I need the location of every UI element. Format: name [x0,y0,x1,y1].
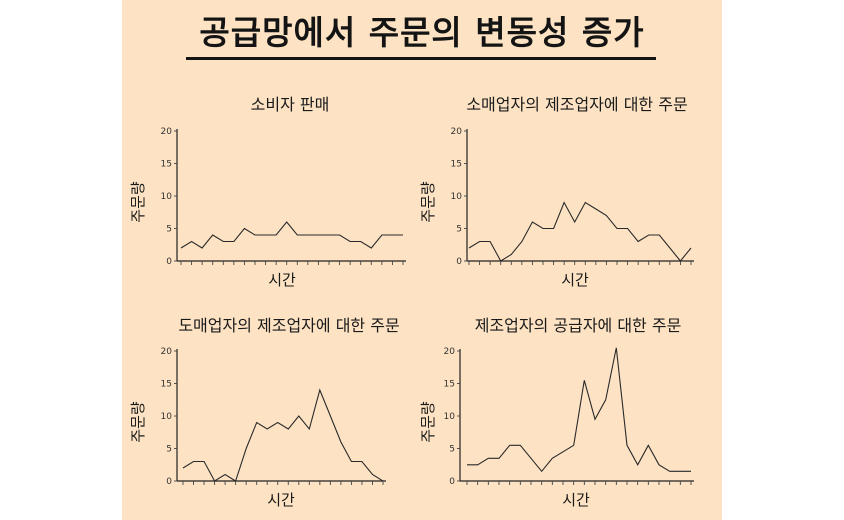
y-tick-label: 10 [161,412,173,422]
y-tick-label: 10 [444,412,456,422]
y-tick-label: 0 [166,477,172,487]
series-line [180,221,403,249]
page-title: 공급망에서 주문의 변동성 증가 [199,13,645,52]
y-axis-label: 주문량 [419,401,437,443]
y-tick-label: 0 [456,257,462,267]
x-axis-label: 시간 [561,271,589,289]
y-tick-label: 5 [166,445,172,455]
y-tick-label: 15 [161,380,172,390]
y-tick-label: 5 [456,225,462,235]
y-tick-label: 10 [161,192,173,202]
background-panel [122,0,722,520]
x-axis-label: 시간 [267,491,295,509]
y-tick-label: 15 [451,160,462,170]
chart-title: 제조업자의 공급자에 대한 주문 [475,316,682,335]
y-tick-label: 20 [451,127,463,137]
chart-title: 소비자 판매 [251,95,330,114]
series-line [468,201,692,262]
chart-title: 도매업자의 제조업자에 대한 주문 [178,316,399,335]
y-tick-label: 5 [166,225,172,235]
series-line [467,347,691,473]
y-axis-label: 주문량 [419,181,437,223]
y-tick-label: 20 [444,347,456,357]
y-tick-label: 20 [161,347,173,357]
series-line [182,388,384,482]
title-underline [186,57,656,60]
y-axis-label: 주문량 [129,401,147,443]
x-axis-label: 시간 [268,271,296,289]
y-tick-label: 0 [449,477,455,487]
y-tick-label: 15 [444,380,455,390]
y-tick-label: 5 [449,445,455,455]
y-tick-label: 0 [166,257,172,267]
x-axis-label: 시간 [562,491,590,509]
y-tick-label: 10 [451,192,463,202]
y-tick-label: 20 [161,127,173,137]
chart-title: 소매업자의 제조업자에 대한 주문 [466,95,687,114]
y-tick-label: 15 [161,160,172,170]
y-axis-label: 주문량 [129,181,147,223]
